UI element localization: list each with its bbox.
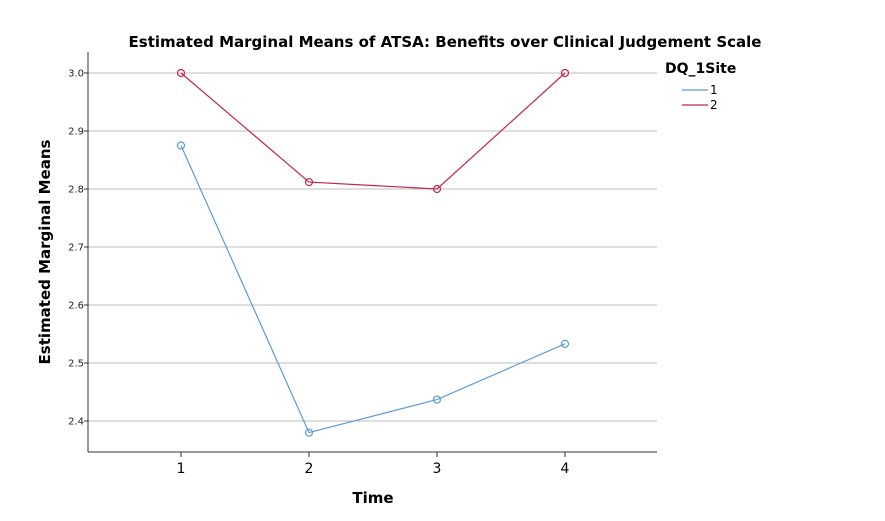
legend-label: 2 <box>710 98 718 112</box>
y-axis-title: Estimated Marginal Means <box>36 140 54 365</box>
x-axis-title: Time <box>352 489 393 507</box>
x-tick-label: 4 <box>561 461 570 477</box>
legend: DQ_1Site 12 <box>665 61 736 112</box>
gridlines <box>88 72 657 422</box>
y-axis-ticks: 2.4 2.5 2.6 2.7 2.8 2.9 3.0 <box>68 69 88 428</box>
series-line-2 <box>180 72 566 190</box>
data-point <box>304 428 314 437</box>
data-point <box>432 395 442 404</box>
y-tick-label: 2.5 <box>68 359 84 370</box>
y-tick-label: 2.6 <box>68 301 84 312</box>
y-tick-label: 2.4 <box>68 417 84 428</box>
x-axis-ticks: 1 2 3 4 <box>177 452 570 477</box>
legend-title: DQ_1Site <box>665 61 736 77</box>
data-point <box>432 184 442 194</box>
series-group <box>176 68 570 437</box>
y-tick-label: 2.7 <box>68 243 84 254</box>
chart-title: Estimated Marginal Means of ATSA: Benefi… <box>129 33 762 51</box>
y-tick-label: 2.8 <box>68 185 84 196</box>
x-tick-label: 3 <box>433 461 442 477</box>
y-tick-label: 2.9 <box>68 127 84 138</box>
axes <box>87 52 657 453</box>
y-tick-label: 3.0 <box>68 69 84 80</box>
data-point <box>560 339 570 348</box>
data-point <box>176 68 186 78</box>
legend-label: 1 <box>710 83 718 97</box>
data-point <box>176 141 186 150</box>
data-point <box>560 68 570 78</box>
series-line-1 <box>180 145 566 434</box>
x-tick-label: 1 <box>177 461 186 477</box>
data-point <box>304 177 314 187</box>
x-tick-label: 2 <box>305 461 314 477</box>
